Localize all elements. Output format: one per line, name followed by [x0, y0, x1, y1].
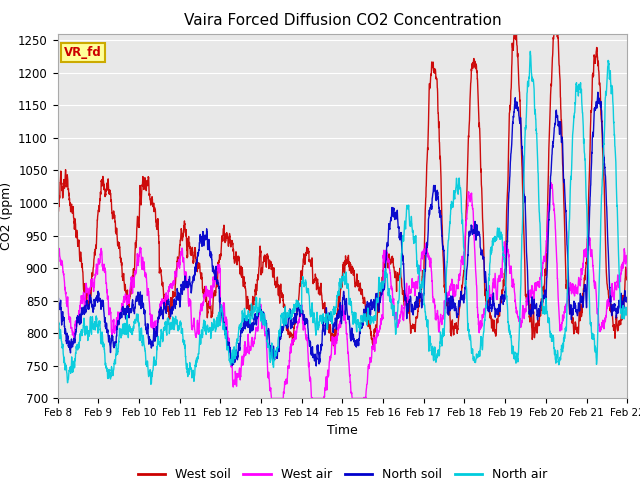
- Y-axis label: CO2 (ppm): CO2 (ppm): [0, 182, 13, 250]
- X-axis label: Time: Time: [327, 424, 358, 437]
- Legend: West soil, West air, North soil, North air: West soil, West air, North soil, North a…: [132, 463, 552, 480]
- Title: Vaira Forced Diffusion CO2 Concentration: Vaira Forced Diffusion CO2 Concentration: [184, 13, 501, 28]
- Text: VR_fd: VR_fd: [65, 47, 102, 60]
